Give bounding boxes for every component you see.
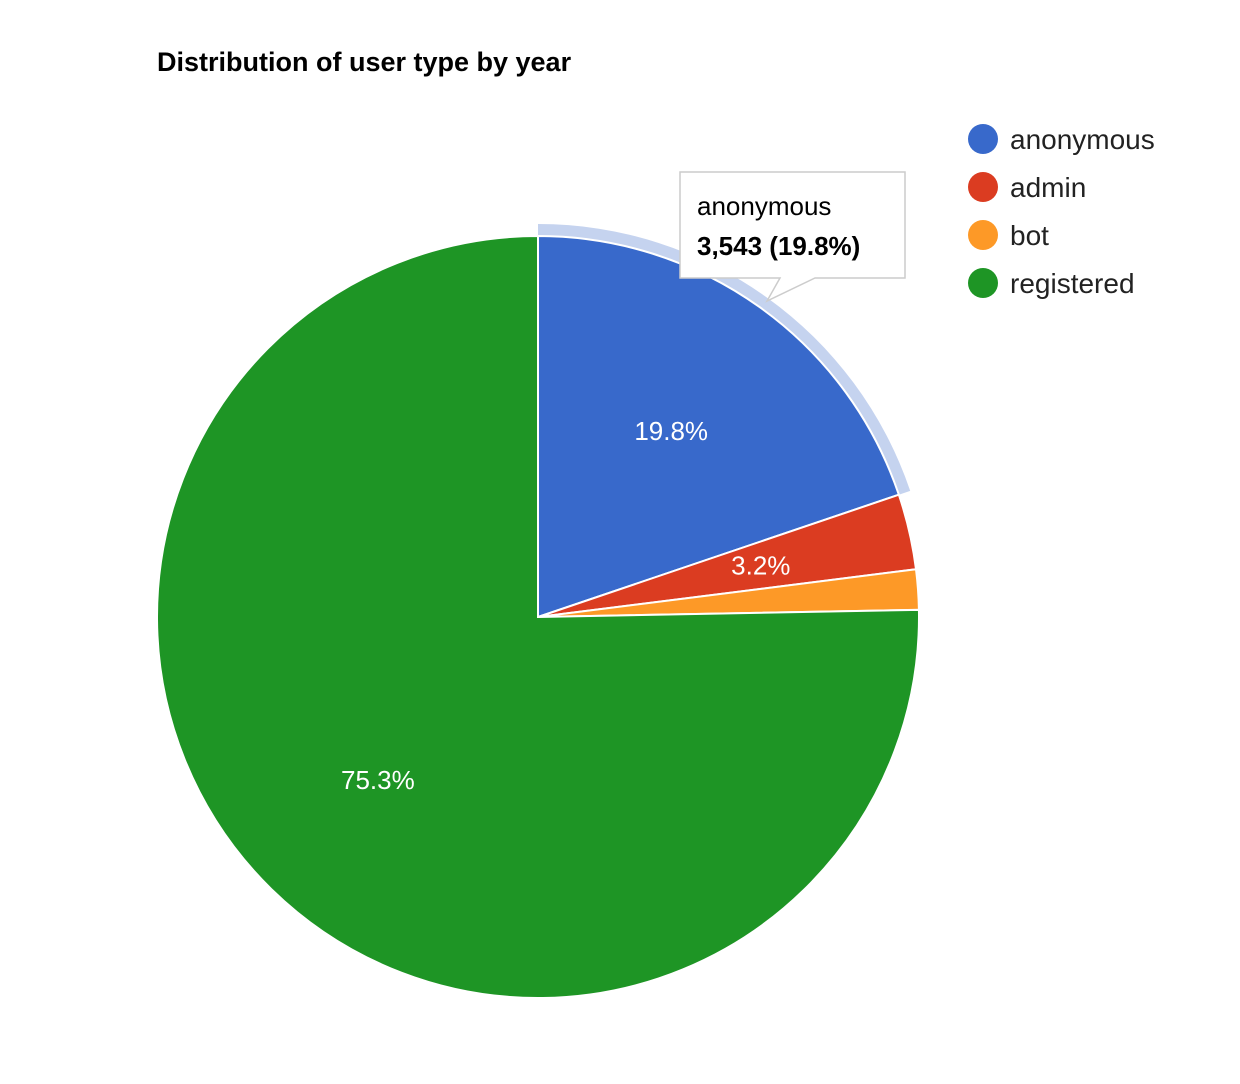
legend-label-registered[interactable]: registered (1010, 268, 1135, 299)
pie-slice-registered[interactable] (156, 234, 920, 999)
tooltip-value: 3,543 (19.8%) (697, 231, 860, 261)
slice-label-anonymous: 19.8% (634, 416, 708, 446)
legend-label-admin[interactable]: admin (1010, 172, 1086, 203)
legend-swatch-bot (968, 220, 998, 250)
legend-swatch-anonymous (968, 124, 998, 154)
slice-label-registered: 75.3% (341, 765, 415, 795)
legend-swatch-admin (968, 172, 998, 202)
legend-label-bot[interactable]: bot (1010, 220, 1049, 251)
pie-slices (156, 224, 920, 999)
pie-slice-anonymous[interactable] (537, 234, 901, 619)
legend-label-anonymous[interactable]: anonymous (1010, 124, 1155, 155)
pie-slice-labels: 19.8% 3.2% 75.3% (341, 416, 790, 795)
legend: anonymous admin bot registered (968, 124, 1155, 299)
slice-label-admin: 3.2% (731, 551, 790, 581)
chart-title: Distribution of user type by year (157, 47, 572, 77)
tooltip: anonymous 3,543 (19.8%) (679, 171, 906, 303)
tooltip-box (679, 171, 906, 303)
legend-swatch-registered (968, 268, 998, 298)
tooltip-label: anonymous (697, 191, 831, 221)
